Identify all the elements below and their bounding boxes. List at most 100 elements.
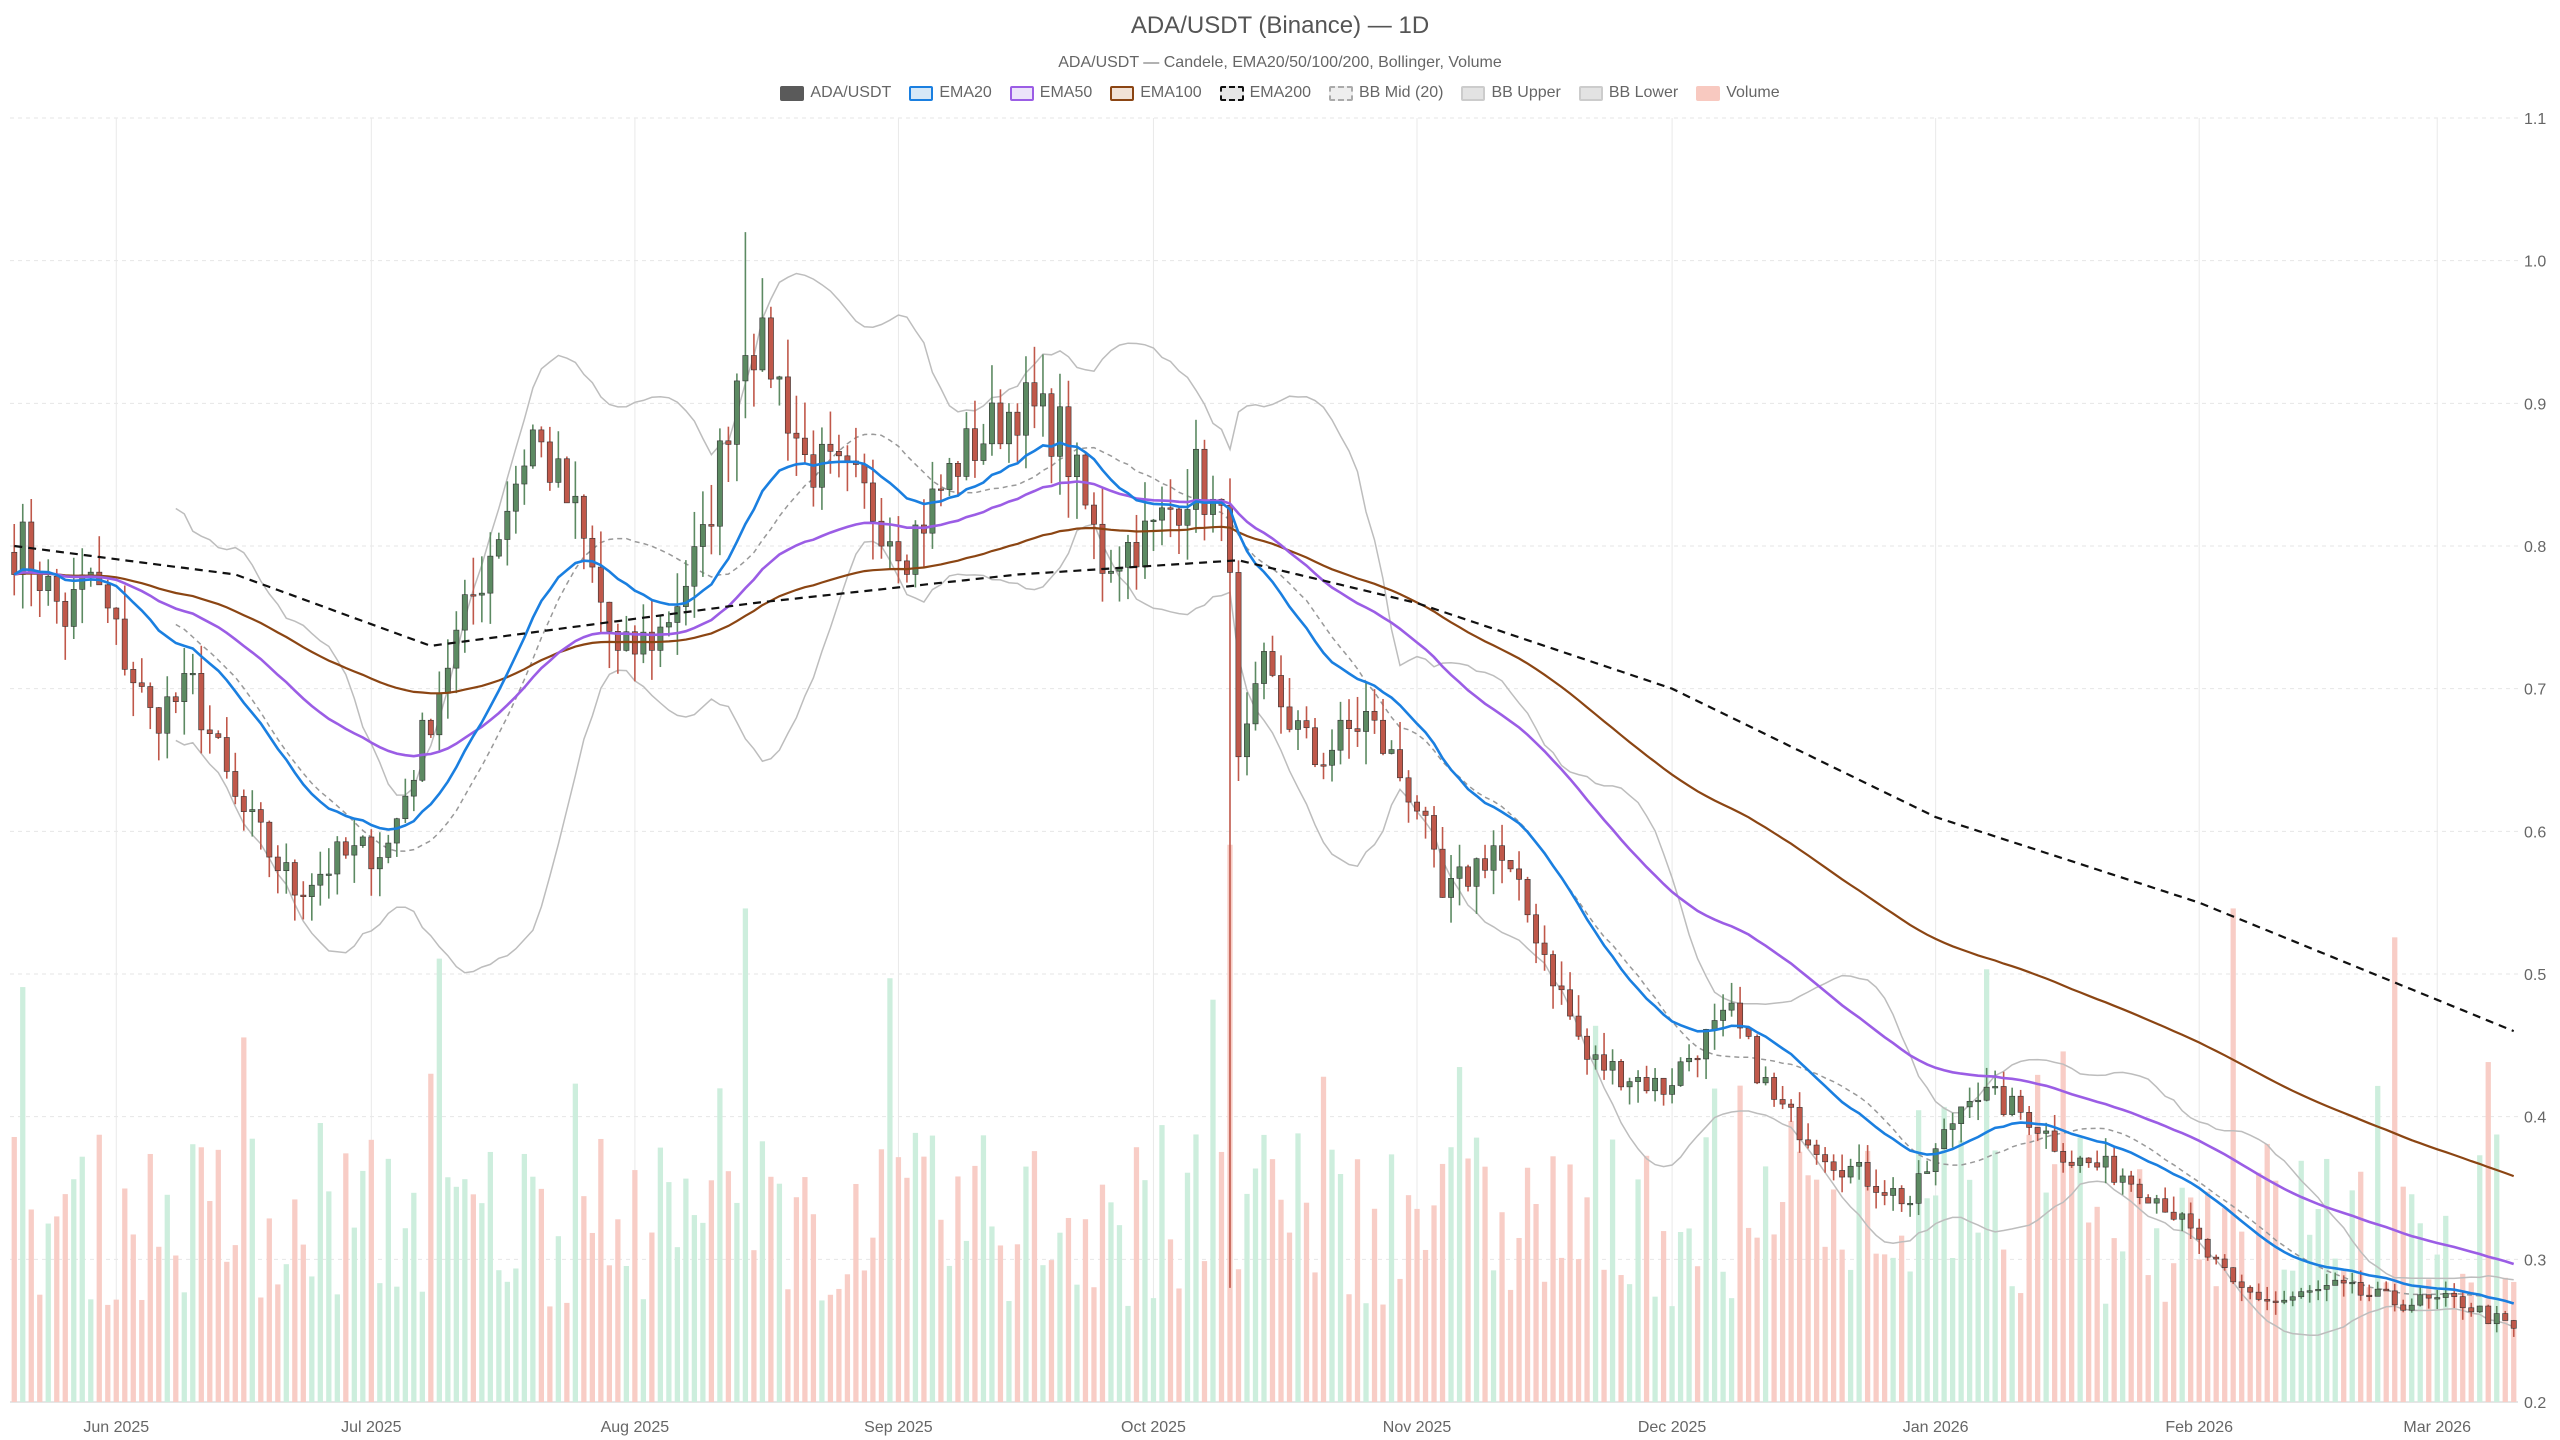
volume-bar [377, 1283, 383, 1402]
legend-item[interactable]: EMA50 [1009, 84, 1092, 102]
candle-body [2442, 1293, 2449, 1298]
candle-body [1660, 1077, 1667, 1095]
volume-bar [2230, 908, 2236, 1402]
volume-bar [2205, 1191, 2211, 1402]
legend-item[interactable]: BB Lower [1578, 84, 1678, 102]
candle-body [2306, 1290, 2313, 1293]
volume-bar [1550, 1156, 1556, 1402]
candle-body [1031, 382, 1038, 407]
candle-body [444, 667, 451, 694]
legend-label: EMA100 [1140, 84, 1202, 101]
volume-bar [411, 1192, 417, 1402]
volume-bar [1584, 1197, 1590, 1402]
candle-body [1941, 1129, 1948, 1150]
volume-bar [62, 1194, 68, 1402]
volume-bar [538, 1188, 544, 1402]
legend-item[interactable]: Volume [1696, 84, 1780, 102]
volume-bar [1193, 1134, 1199, 1402]
candle-body [172, 696, 179, 702]
candle-body [274, 856, 281, 872]
volume-bar [2154, 1228, 2160, 1402]
candle-body [189, 673, 196, 676]
volume-bar [2009, 1286, 2015, 1402]
legend-item[interactable]: EMA200 [1219, 84, 1311, 102]
candle-body [1380, 719, 1386, 754]
candle-body [19, 521, 26, 575]
volume-bar [1796, 1151, 1803, 1402]
legend-item[interactable]: BB Mid (20) [1329, 84, 1443, 102]
volume-bar [2375, 1085, 2381, 1402]
candle-body [470, 594, 477, 597]
candle-body [784, 376, 791, 434]
candle-body [223, 737, 230, 772]
volume-bar [2001, 1249, 2007, 1402]
candle-body [1303, 720, 1310, 729]
volume-bar [564, 1302, 570, 1402]
volume-bar [1363, 1303, 1369, 1402]
volume-bar [1346, 1294, 1352, 1402]
legend-swatch [1219, 85, 1244, 101]
candle-body [2009, 1095, 2016, 1115]
candle-body [198, 673, 205, 731]
y-tick-label: 0.5 [2524, 967, 2546, 984]
volume-bar [904, 1177, 910, 1402]
volume-bar [1686, 1228, 1692, 1402]
volume-bar [734, 1202, 740, 1402]
candle-body [1686, 1057, 1693, 1063]
legend-swatch [1329, 85, 1353, 101]
volume-bar [1507, 1289, 1514, 1402]
legend-item[interactable]: EMA20 [909, 84, 992, 102]
candle-body [2323, 1285, 2330, 1290]
volume-bar [623, 1266, 630, 1402]
candle-body [1099, 523, 1106, 574]
volume-bar [972, 1165, 978, 1402]
x-tick-label: Jun 2025 [83, 1419, 149, 1436]
volume-bar [113, 1299, 119, 1402]
x-tick-label: Nov 2025 [1383, 1419, 1452, 1436]
candle-body [2162, 1198, 2169, 1213]
legend-label: EMA200 [1249, 84, 1311, 101]
volume-bar [1830, 1189, 1837, 1402]
candle-body [2043, 1130, 2050, 1134]
candle-body [1643, 1077, 1650, 1092]
volume-bar [1864, 1150, 1871, 1402]
candle-body [1839, 1170, 1846, 1178]
volume-bar [436, 958, 442, 1402]
volume-bar [1677, 1232, 1684, 1402]
legend-item[interactable]: EMA100 [1110, 84, 1202, 102]
candle-body [1337, 719, 1344, 751]
candle-body [1533, 914, 1539, 944]
candle-body [1618, 1061, 1625, 1088]
candle-body [1210, 498, 1216, 515]
volume-bar [20, 987, 26, 1402]
legend-item[interactable]: BB Upper [1461, 84, 1561, 102]
candle-body [589, 537, 596, 568]
volume-bar [487, 1151, 493, 1402]
volume-bar [963, 1240, 970, 1402]
candle-body [2383, 1288, 2390, 1292]
candle-body [1762, 1077, 1769, 1084]
candle-body [376, 857, 383, 870]
volume-bar [1652, 1296, 1658, 1402]
volume-bar [946, 1265, 953, 1402]
volume-bar [275, 1284, 281, 1402]
volume-bar [725, 1171, 732, 1402]
candle-body [1771, 1077, 1778, 1100]
candle-body [1431, 815, 1437, 850]
volume-bar [1439, 1163, 1446, 1402]
volume-bar [1218, 1151, 1225, 1402]
volume-bar [130, 1234, 136, 1402]
volume-bar [1575, 1259, 1582, 1402]
volume-bar [71, 1179, 77, 1402]
candle-body [308, 884, 315, 897]
legend-item[interactable]: ADA/USDT [780, 84, 891, 102]
candle-body [385, 842, 392, 858]
candle-body [1575, 1015, 1582, 1037]
candle-body [155, 707, 162, 734]
candle-body [45, 575, 52, 591]
bb-upper-line [175, 272, 2514, 1281]
volume-bar [232, 1245, 238, 1402]
volume-bar [1898, 1235, 1905, 1402]
volume-bar [156, 1246, 162, 1402]
volume-bar [802, 1177, 808, 1402]
